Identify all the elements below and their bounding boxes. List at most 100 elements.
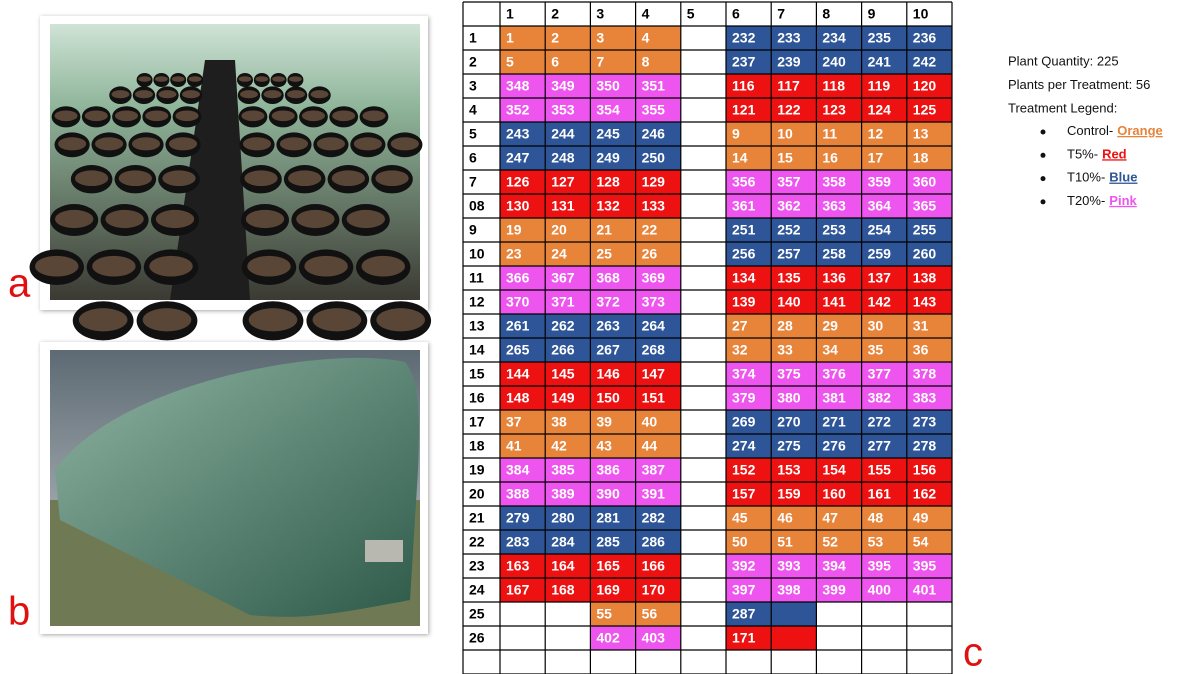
cell-text: 274	[732, 438, 756, 454]
cell-text: 33	[777, 342, 793, 358]
cell	[816, 338, 862, 362]
cell-text: 233	[777, 30, 801, 46]
cell	[590, 146, 636, 170]
cell-text: 50	[732, 534, 748, 550]
column-header: 10	[913, 6, 929, 22]
cell	[906, 290, 952, 314]
cell-text: 34	[822, 342, 838, 358]
cell	[906, 482, 952, 506]
panel-letter: a	[8, 262, 31, 306]
row-header: 15	[469, 366, 485, 382]
cell	[906, 98, 952, 122]
cell-text: 265	[506, 342, 530, 358]
soil	[346, 209, 385, 229]
cell	[545, 290, 591, 314]
cell-text: 384	[506, 462, 530, 478]
cell-text: 257	[777, 246, 801, 262]
cell	[771, 554, 817, 578]
cell-text: 235	[868, 30, 892, 46]
cell	[590, 314, 636, 338]
cell	[545, 194, 591, 218]
cell-text: 250	[642, 150, 666, 166]
cell	[590, 602, 636, 626]
cell-text: 284	[551, 534, 575, 550]
cell-text: 349	[551, 78, 575, 94]
soil	[111, 90, 130, 99]
cell	[771, 194, 817, 218]
cell-text: 385	[551, 462, 575, 478]
cell	[906, 266, 952, 290]
cell	[816, 74, 862, 98]
cell	[635, 218, 681, 242]
cell-text: 401	[913, 582, 937, 598]
cell-text: 278	[913, 438, 937, 454]
cell	[816, 314, 862, 338]
cell	[500, 218, 546, 242]
cell	[635, 74, 681, 98]
cell-text: 150	[596, 390, 620, 406]
cell-text: 22	[642, 222, 658, 238]
cell	[635, 482, 681, 506]
soil	[162, 170, 196, 187]
soil	[75, 170, 109, 187]
cell-text: 264	[642, 318, 666, 334]
cell-text: 153	[777, 462, 801, 478]
soil	[362, 110, 386, 122]
cell-text: 8	[642, 54, 650, 70]
cell	[590, 506, 636, 530]
cell-text: 13	[913, 126, 929, 142]
cell-text: 17	[868, 150, 884, 166]
cell	[816, 146, 862, 170]
cell-text: 354	[596, 102, 620, 118]
cell	[500, 146, 546, 170]
cell-text: 48	[868, 510, 884, 526]
row-header: 13	[469, 318, 485, 334]
cell-text: 12	[868, 126, 884, 142]
soil	[376, 308, 425, 332]
cell-text: 357	[777, 174, 801, 190]
cell-text: 270	[777, 414, 801, 430]
cell-text: 168	[551, 582, 575, 598]
cell	[906, 386, 952, 410]
cell	[816, 26, 862, 50]
soil	[247, 255, 291, 277]
legend-entry: T5%- Red	[1067, 147, 1127, 162]
bullet	[1040, 176, 1046, 182]
cell	[500, 290, 546, 314]
cell	[726, 26, 772, 50]
column-header: 4	[642, 6, 650, 22]
cell	[726, 122, 772, 146]
cell-text: 27	[732, 318, 748, 334]
cell-text: 268	[642, 342, 666, 358]
photo-b	[40, 342, 428, 634]
cell-text: 162	[913, 486, 937, 502]
cell	[635, 578, 681, 602]
cell	[906, 170, 952, 194]
row-header: 24	[469, 582, 485, 598]
cell-text: 253	[822, 222, 846, 238]
info-line: Plant Quantity: 225	[1008, 53, 1119, 68]
cell-text: 140	[777, 294, 801, 310]
cell-text: 141	[822, 294, 846, 310]
cell-text: 277	[868, 438, 892, 454]
row-header: 4	[469, 102, 477, 118]
column-header: 3	[596, 6, 604, 22]
cell	[590, 266, 636, 290]
cell-text: 397	[732, 582, 756, 598]
cell	[861, 458, 907, 482]
cell-text: 240	[822, 54, 846, 70]
cell	[816, 434, 862, 458]
cell	[726, 386, 772, 410]
cell-text: 356	[732, 174, 756, 190]
cell	[816, 98, 862, 122]
cell	[726, 194, 772, 218]
cell	[500, 338, 546, 362]
cell-text: 392	[732, 558, 756, 574]
cell	[906, 338, 952, 362]
cell	[771, 314, 817, 338]
cell-text: 350	[596, 78, 620, 94]
info-line: Treatment Legend:	[1008, 100, 1117, 115]
cell-text: 25	[596, 246, 612, 262]
cell	[635, 554, 681, 578]
cell	[771, 434, 817, 458]
